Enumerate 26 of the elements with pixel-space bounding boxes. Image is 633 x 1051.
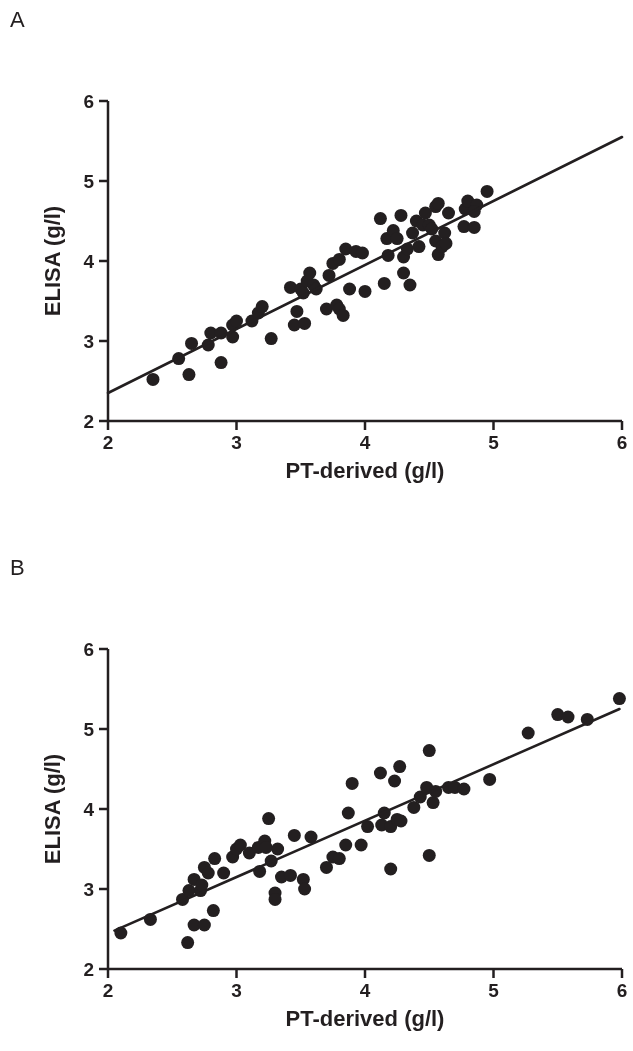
- y-tick-label: 4: [83, 798, 95, 820]
- y-axis-title: ELISA (g/l): [40, 753, 65, 865]
- x-tick-label: 3: [231, 432, 242, 453]
- y-tick-label: 5: [83, 718, 95, 740]
- x-tick-label: 6: [616, 980, 628, 1001]
- x-tick-label: 3: [231, 980, 242, 1001]
- y-tick-label: 3: [83, 330, 94, 352]
- y-tick-label: 5: [83, 170, 95, 192]
- x-tick-label: 4: [359, 980, 371, 1001]
- chart-title: B: [10, 555, 25, 580]
- y-tick-label: 4: [83, 250, 95, 272]
- y-tick-label: 3: [83, 878, 94, 900]
- y-tick-label: 6: [83, 638, 94, 660]
- x-tick-label: 2: [102, 432, 114, 453]
- x-tick-label: 6: [616, 432, 628, 453]
- x-tick-label: 5: [488, 432, 500, 453]
- y-axis-title: ELISA (g/l): [40, 205, 65, 317]
- x-tick-label: 2: [102, 980, 114, 1001]
- x-axis-title: PT-derived (g/l): [285, 1006, 445, 1031]
- y-tick-label: 2: [83, 410, 94, 432]
- y-tick-label: 2: [83, 958, 94, 980]
- x-tick-label: 5: [488, 980, 500, 1001]
- x-axis-title: PT-derived (g/l): [285, 458, 445, 483]
- chart-title: A: [10, 7, 25, 32]
- y-tick-label: 6: [83, 90, 94, 112]
- x-tick-label: 4: [359, 432, 371, 453]
